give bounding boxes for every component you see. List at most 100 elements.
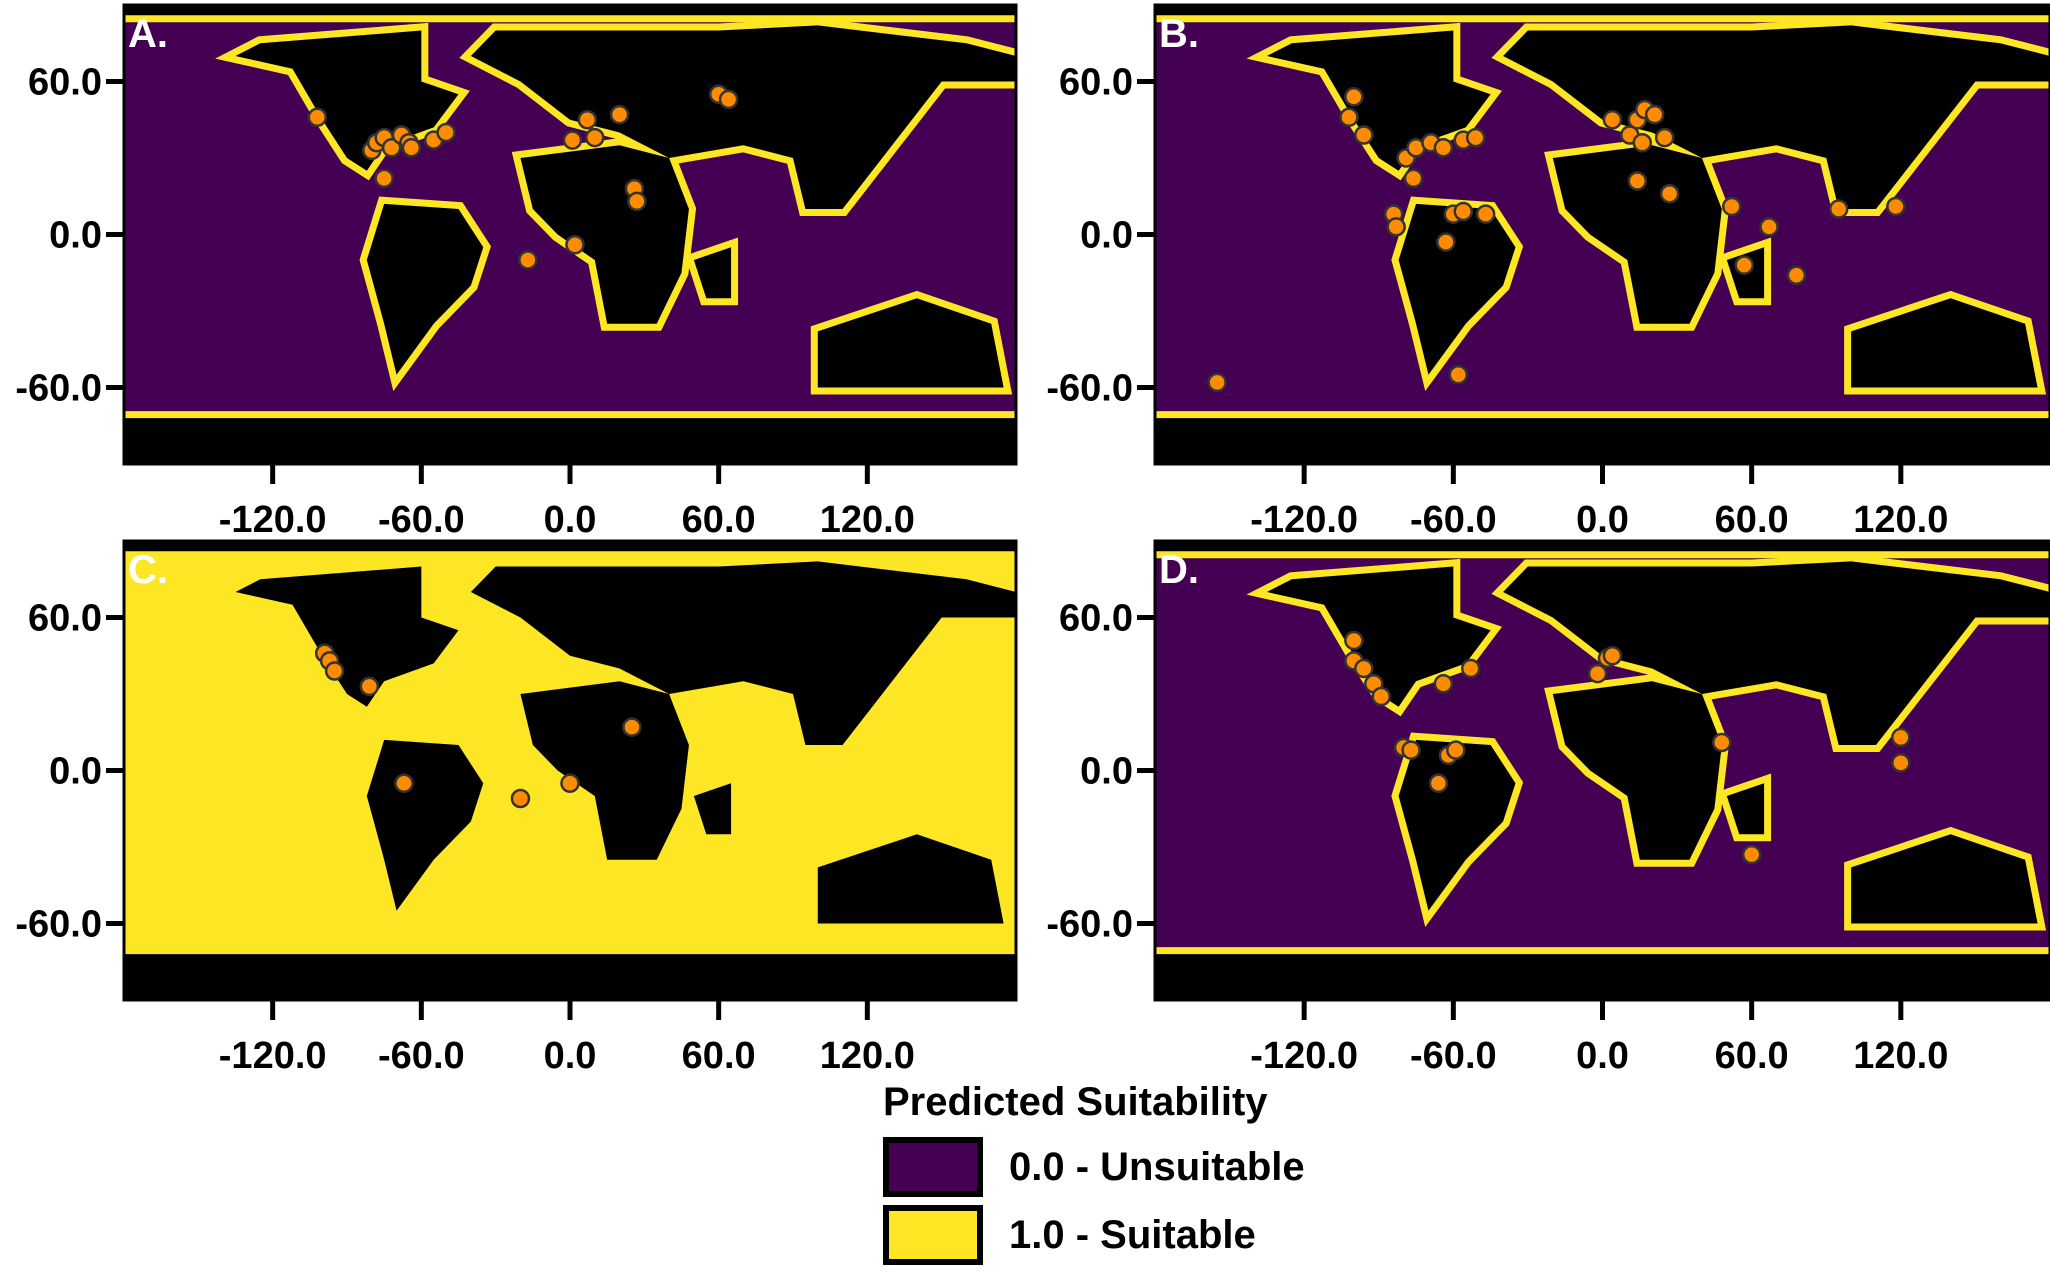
y-tick-label: 0.0 — [1080, 215, 1133, 257]
occurrence-point — [1446, 740, 1466, 760]
legend-label-unsuitable: 0.0 - Unsuitable — [1009, 1144, 1305, 1189]
occurrence-point — [394, 773, 414, 793]
landmass — [235, 566, 459, 707]
occurrence-point — [585, 127, 605, 148]
y-tick-label: 0.0 — [1080, 751, 1133, 793]
x-tick-label: -60.0 — [1410, 499, 1497, 541]
occurrence-point — [1428, 773, 1449, 793]
occurrence-point — [1401, 740, 1421, 760]
panel-label: D. — [1159, 548, 1199, 592]
occurrence-point — [1386, 217, 1406, 237]
x-tick-label: -120.0 — [219, 499, 327, 541]
occurrence-point — [359, 676, 380, 697]
occurrence-point — [1460, 658, 1481, 679]
occurrence-point — [1886, 196, 1906, 217]
occurrence-point — [577, 110, 598, 130]
occurrence-point — [1659, 183, 1680, 204]
landmass — [1155, 418, 2050, 464]
y-tick-label: 0.0 — [49, 751, 102, 793]
occurrence-point — [622, 717, 642, 737]
occurrence-point — [1722, 196, 1742, 217]
occurrence-point — [1371, 686, 1391, 707]
occurrence-point — [718, 89, 739, 110]
occurrence-point — [609, 104, 630, 125]
x-tick-label: 60.0 — [1715, 499, 1789, 541]
landmass — [124, 954, 1016, 1000]
occurrence-point — [1759, 217, 1779, 237]
panel-label: B. — [1159, 12, 1199, 56]
landmass — [1552, 145, 1722, 324]
landmass — [124, 5, 1016, 16]
occurrence-point — [1475, 204, 1496, 224]
occurrence-point — [1354, 658, 1374, 679]
occurrence-point — [1627, 171, 1648, 191]
occurrence-point — [1339, 107, 1359, 127]
x-tick-label: 120.0 — [1853, 1035, 1948, 1077]
occurrence-point — [1891, 753, 1911, 773]
y-tick-label: 60.0 — [28, 62, 102, 104]
map-layers — [1155, 541, 2050, 1000]
y-tick-label: -60.0 — [15, 368, 102, 410]
occurrence-point — [1587, 663, 1608, 684]
occurrence-point — [562, 130, 583, 150]
panel-label: C. — [128, 548, 168, 592]
landmass — [124, 541, 1016, 552]
map-panel-a: A. -120.0 -60.0 0.0 60.0 120.0 60.0 0.0 -60.0 — [15, 3, 1018, 541]
y-tick-label: 0.0 — [49, 215, 102, 257]
x-tick-label: 60.0 — [682, 1035, 756, 1077]
map-panel-c: C. -120.0 -60.0 0.0 60.0 120.0 60.0 0.0 -60.0 — [15, 539, 1018, 1077]
x-tick-label: -60.0 — [378, 499, 465, 541]
occurrence-point — [627, 191, 647, 212]
occurrence-point — [1644, 104, 1665, 125]
panel-label: A. — [128, 12, 168, 56]
landmass — [470, 25, 1016, 210]
landmass — [1155, 5, 2050, 16]
occurrence-point — [1344, 87, 1364, 107]
occurrence-point — [1734, 255, 1754, 275]
landmass — [1155, 954, 2050, 1000]
landmass — [520, 145, 689, 324]
occurrence-point — [1741, 844, 1762, 865]
legend-item-unsuitable: 0.0 - Unsuitable — [883, 1137, 1305, 1197]
occurrence-point — [560, 773, 580, 793]
landmass — [693, 783, 732, 835]
map-panel-b: B. -120.0 -60.0 0.0 60.0 120.0 60.0 0.0 -60.0 — [1046, 3, 2050, 541]
y-tick-label: 60.0 — [1059, 598, 1133, 640]
landmass — [1155, 541, 2050, 552]
x-tick-label: 0.0 — [544, 1035, 597, 1077]
landmass — [124, 418, 1016, 464]
x-tick-label: 120.0 — [820, 1035, 915, 1077]
y-tick-label: 60.0 — [28, 598, 102, 640]
occurrence-point — [1403, 168, 1424, 189]
occurrence-point — [1465, 127, 1486, 148]
occurrence-point — [307, 107, 328, 127]
occurrence-point — [401, 138, 422, 158]
landmass — [817, 298, 1004, 388]
occurrence-point — [324, 661, 345, 681]
occurrence-point — [1436, 232, 1456, 252]
legend-item-suitable: 1.0 - Suitable — [883, 1205, 1305, 1265]
landmass — [1398, 739, 1516, 911]
occurrence-point — [436, 122, 456, 143]
occurrence-point — [1453, 201, 1474, 222]
landmass — [1503, 561, 2050, 745]
occurrence-point — [1632, 132, 1653, 153]
landmass — [1851, 834, 2038, 924]
x-tick-label: 60.0 — [1715, 1035, 1789, 1077]
y-tick-label: -60.0 — [15, 904, 102, 946]
y-tick-label: 60.0 — [1059, 62, 1133, 104]
occurrence-point — [1354, 125, 1374, 145]
x-tick-label: -120.0 — [219, 1035, 327, 1077]
occurrence-point — [374, 168, 394, 189]
occurrence-point — [381, 138, 402, 158]
x-tick-label: -60.0 — [1410, 1035, 1497, 1077]
x-tick-label: -120.0 — [1250, 499, 1358, 541]
occurrence-point — [1602, 646, 1623, 666]
occurrence-point — [1712, 732, 1732, 753]
occurrence-point — [1448, 365, 1469, 385]
x-tick-label: 120.0 — [1853, 499, 1948, 541]
landmass — [1851, 298, 2038, 388]
x-tick-label: 60.0 — [682, 499, 756, 541]
occurrence-point — [1344, 630, 1364, 651]
